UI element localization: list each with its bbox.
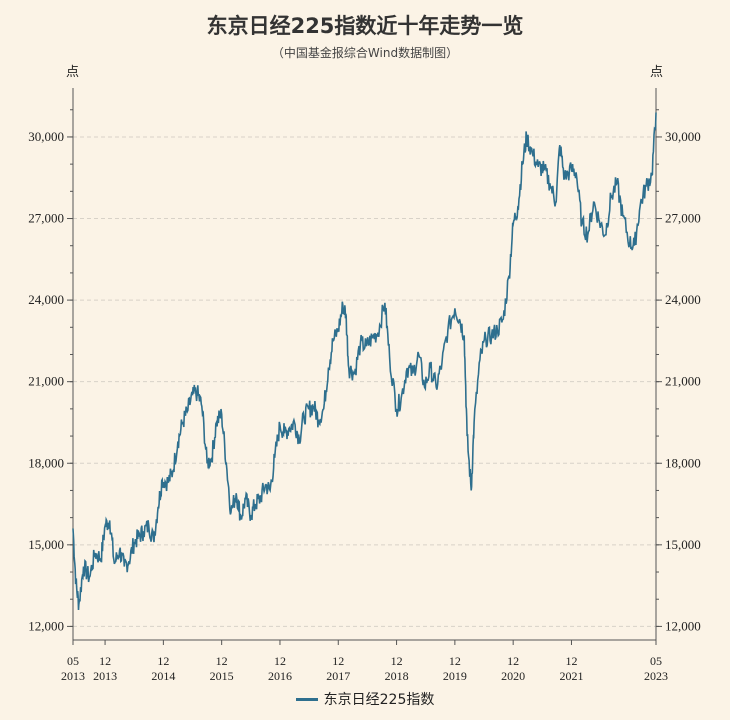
x-tick-label-year: 2013 [93,669,117,683]
y-ticks-right: 12,000 15,000 18,000 21,000 24,000 27,000 30,0… [665,129,701,633]
x-tick-label-month: 12 [565,654,577,668]
x-tick-label-year: 2023 [644,669,668,683]
chart-title: 东京日经225指数近十年走势一览 [206,14,524,38]
x-ticks: 0520131220131220141220151220161220171220… [61,654,668,683]
y-ticks-left: 12,000 15,000 18,000 21,000 24,000 27,000 30,0… [28,129,64,633]
axes [67,88,662,645]
y-tick-label-left: 24,000 [28,292,64,307]
x-tick-label-month: 12 [449,654,461,668]
chart-subtitle: （中国基金报综合Wind数据制图） [271,46,459,60]
y-tick-label-left: 21,000 [28,374,64,389]
x-tick-label-year: 2016 [268,669,292,683]
x-tick-label-year: 2017 [326,669,350,683]
grid-lines [73,136,656,627]
x-tick-label-month: 05 [650,654,662,668]
y-tick-label-right: 12,000 [665,618,701,633]
series-line-nikkei [72,112,657,611]
y-tick-label-left: 18,000 [28,455,64,470]
x-tick-label-month: 05 [67,654,79,668]
y-tick-label-right: 21,000 [665,374,701,389]
x-tick-label-month: 12 [216,654,228,668]
x-tick-label-month: 12 [507,654,519,668]
y-tick-label-left: 15,000 [28,537,64,552]
y-tick-label-right: 27,000 [665,211,701,226]
x-tick-label-year: 2014 [151,669,175,683]
y-tick-label-right: 15,000 [665,537,701,552]
x-tick-label-month: 12 [99,654,111,668]
y-unit-left: 点 [66,65,79,80]
y-tick-label-left: 30,000 [28,129,64,144]
x-tick-label-year: 2018 [385,669,409,683]
legend-label: 东京日经225指数 [323,692,435,708]
x-tick-label-month: 12 [274,654,286,668]
x-tick-label-year: 2015 [210,669,234,683]
x-tick-label-year: 2020 [501,669,525,683]
legend-swatch [295,697,318,701]
y-tick-label-right: 18,000 [665,455,701,470]
y-unit-right: 点 [650,65,663,80]
y-tick-label-right: 24,000 [665,292,701,307]
x-tick-label-month: 12 [391,654,403,668]
y-tick-label-right: 30,000 [665,129,701,144]
x-tick-label-year: 2021 [559,669,583,683]
legend: 东京日经225指数 [0,689,730,709]
x-tick-label-year: 2019 [443,669,467,683]
x-tick-label-month: 12 [332,654,344,668]
x-tick-label-month: 12 [157,654,169,668]
y-tick-label-left: 27,000 [28,211,64,226]
y-tick-label-left: 12,000 [28,618,64,633]
x-tick-label-year: 2013 [61,669,85,683]
